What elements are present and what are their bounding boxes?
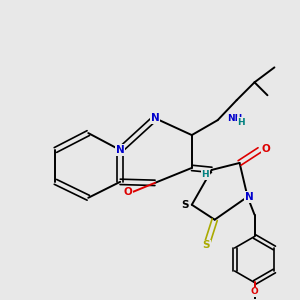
Text: N: N (116, 145, 124, 155)
Text: H: H (202, 170, 209, 179)
Text: NH: NH (226, 114, 242, 123)
Text: S: S (202, 241, 210, 250)
Text: O: O (250, 287, 258, 296)
Text: N: N (151, 113, 159, 123)
Text: O: O (262, 143, 270, 154)
Text: O: O (123, 187, 132, 197)
Text: H: H (237, 118, 245, 127)
Text: S: S (181, 200, 189, 210)
Text: N: N (245, 192, 254, 202)
